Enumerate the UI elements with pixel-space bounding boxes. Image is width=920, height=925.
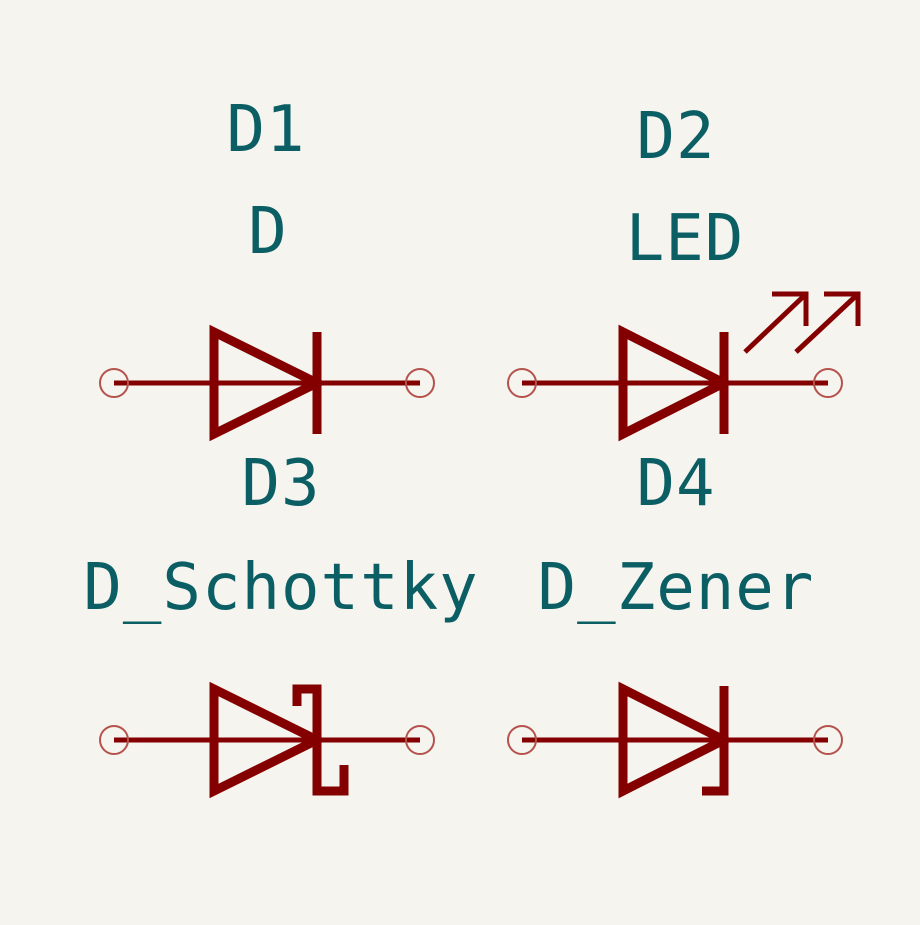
d2-led-symbol[interactable] <box>507 291 861 442</box>
d3-pin-2[interactable] <box>405 725 435 755</box>
d3-reference: D3 <box>241 447 321 521</box>
d1-pin-1[interactable] <box>99 368 129 398</box>
d1-pin-2[interactable] <box>405 368 435 398</box>
d2-pin-1[interactable] <box>507 368 537 398</box>
d4-reference: D4 <box>636 447 716 521</box>
d2-reference: D2 <box>636 100 716 174</box>
light-emission-arrows-icon <box>743 291 861 354</box>
d2-value: LED <box>625 202 745 276</box>
d3-pin-1[interactable] <box>99 725 129 755</box>
d2-pin-2[interactable] <box>813 368 843 398</box>
d1-reference: D1 <box>226 93 306 167</box>
d1-value: D <box>248 195 288 269</box>
d3-value: D_Schottky <box>83 551 479 625</box>
d4-pin-1[interactable] <box>507 725 537 755</box>
d4-value: D_Zener <box>537 551 815 625</box>
d1-diode-symbol[interactable] <box>99 324 435 442</box>
d4-pin-2[interactable] <box>813 725 843 755</box>
d3-schottky-symbol[interactable] <box>99 681 435 799</box>
d4-zener-symbol[interactable] <box>507 681 843 799</box>
